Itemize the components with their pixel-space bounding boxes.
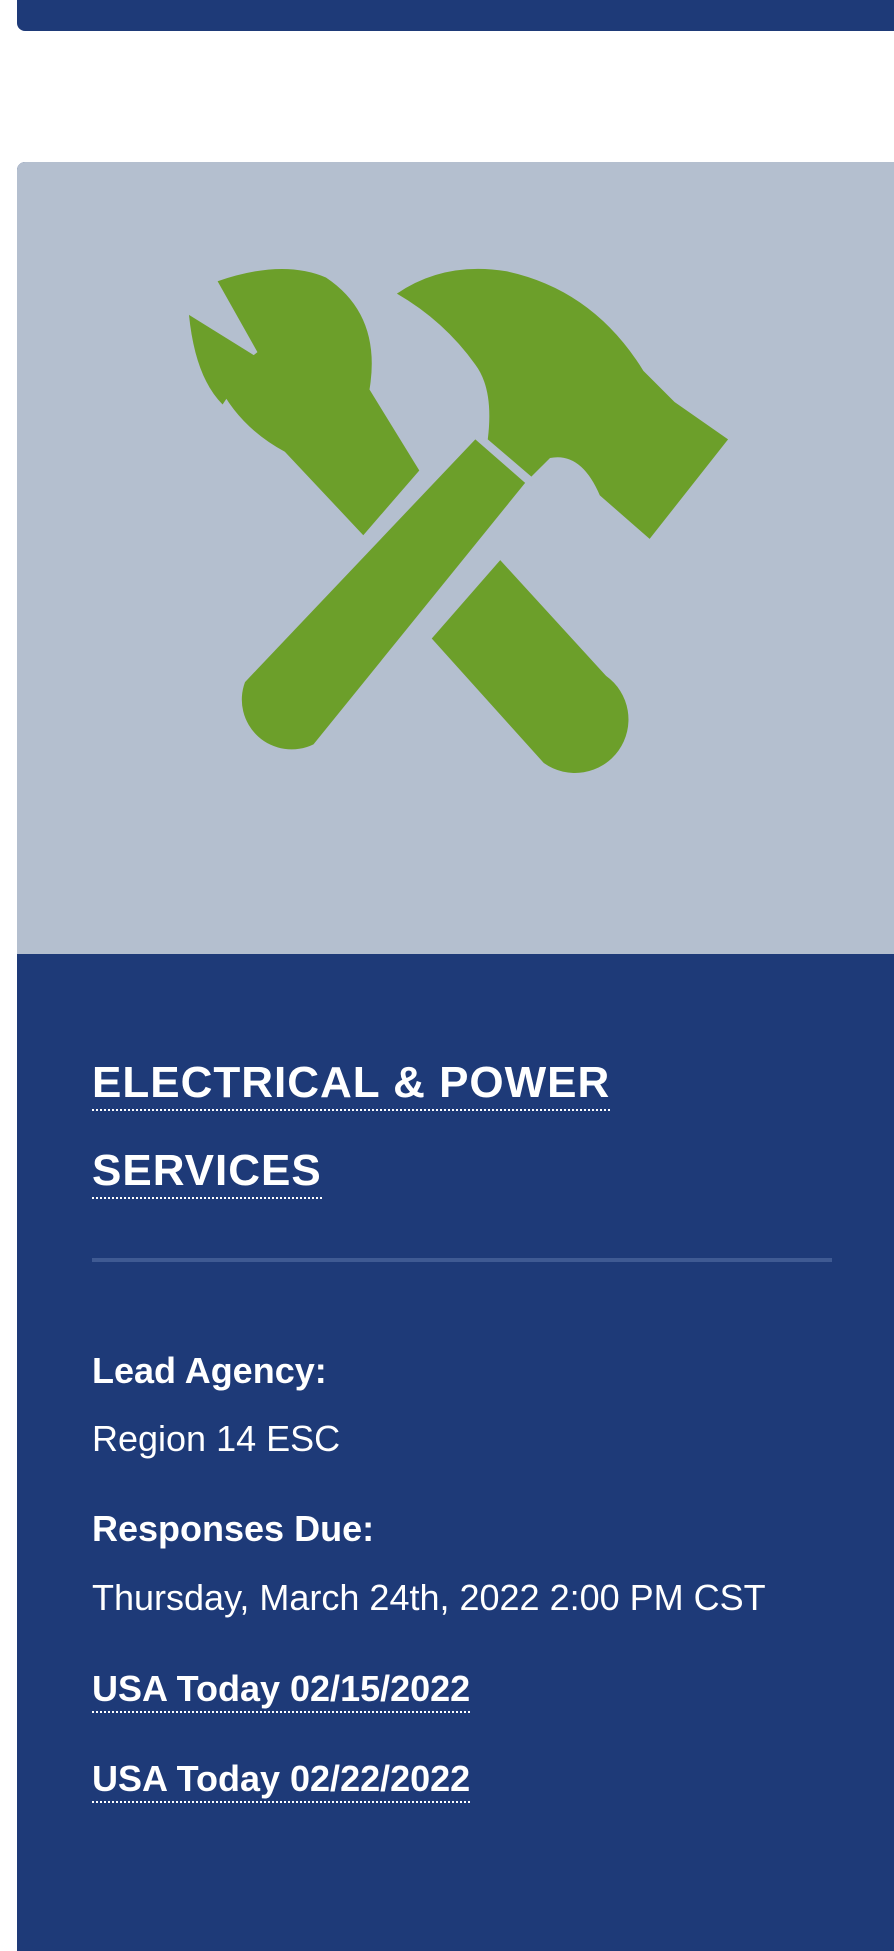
link-text[interactable]: USA Today 02/22/2022 xyxy=(92,1758,471,1803)
link-text[interactable]: USA Today 02/15/2022 xyxy=(92,1668,471,1713)
responses-due: Thursday, March 24th, 2022 2:00 PM CST xyxy=(92,1577,766,1618)
responses-due-label: Responses Due: xyxy=(92,1508,375,1549)
card-title[interactable]: ELECTRICAL & POWER SERVICES xyxy=(92,1039,752,1215)
link[interactable]: USA Today 02/22/2022 xyxy=(92,1758,471,1803)
card-image xyxy=(17,162,894,954)
top-bar xyxy=(17,0,894,31)
divider xyxy=(92,1258,832,1262)
card: ELECTRICAL & POWER SERVICES Lead Agency:… xyxy=(17,162,894,1951)
lead-agency-label: Lead Agency: xyxy=(92,1350,327,1391)
title-text[interactable]: ELECTRICAL & POWER SERVICES xyxy=(92,1058,611,1199)
lead-agency: Region 14 ESC xyxy=(92,1418,341,1459)
link[interactable]: USA Today 02/15/2022 xyxy=(92,1668,471,1713)
tools-icon xyxy=(188,268,729,773)
